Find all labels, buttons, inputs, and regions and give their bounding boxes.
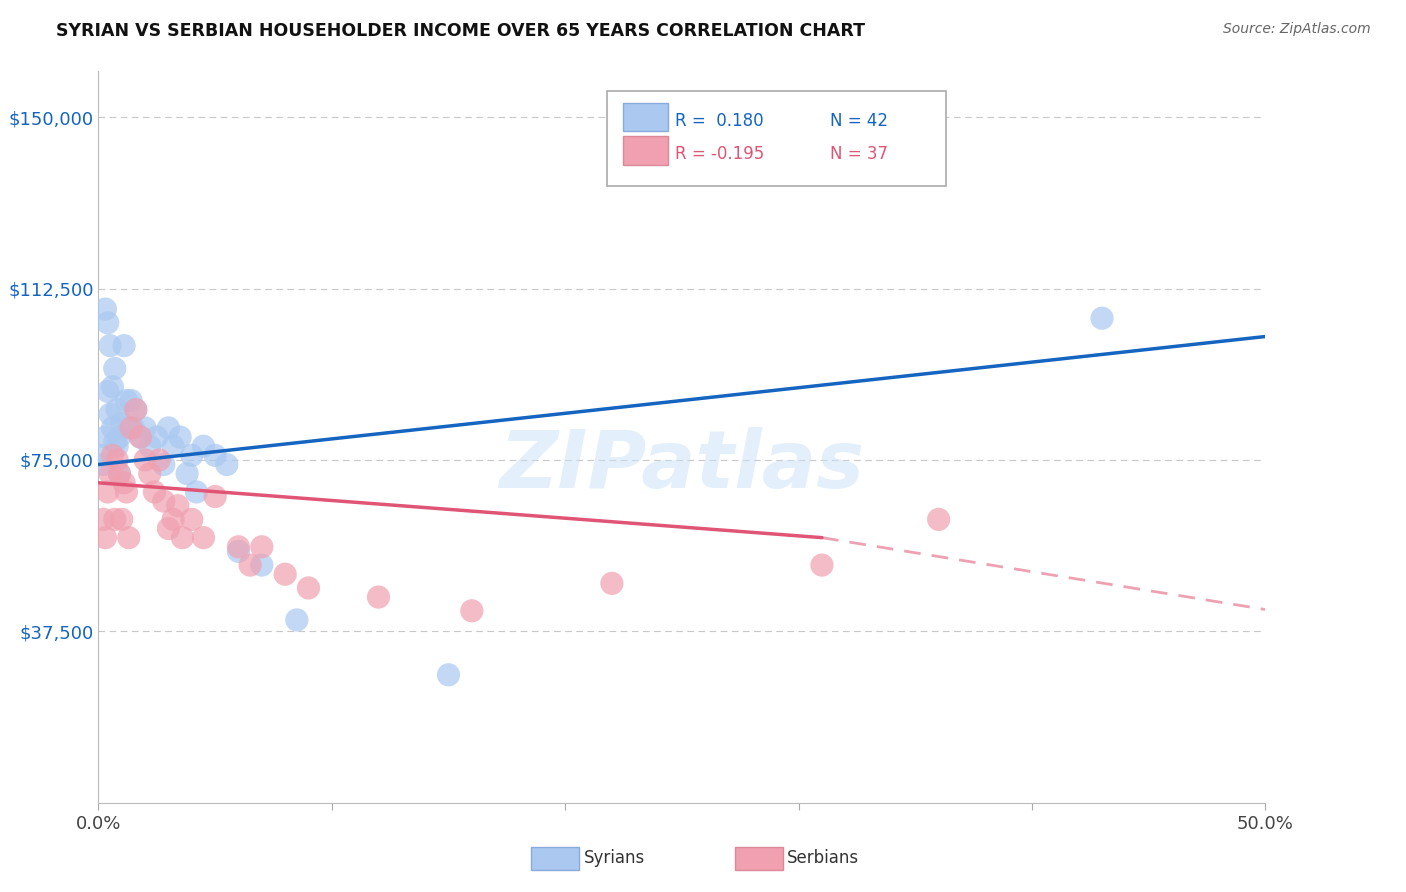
- Point: [120, 393, 142, 408]
- Point: [98, 407, 121, 421]
- Point: [297, 581, 319, 595]
- Text: Syrians: Syrians: [583, 849, 645, 867]
- Point: [94, 430, 117, 444]
- Point: [166, 499, 188, 513]
- Point: [215, 458, 238, 472]
- Point: [600, 576, 623, 591]
- Point: [152, 494, 174, 508]
- Point: [115, 393, 138, 408]
- Point: [146, 430, 169, 444]
- Point: [111, 512, 134, 526]
- Point: [125, 402, 148, 417]
- Point: [91, 458, 114, 472]
- Point: [928, 512, 950, 526]
- Point: [139, 439, 162, 453]
- Point: [101, 448, 124, 462]
- Point: [228, 544, 250, 558]
- Point: [239, 558, 262, 573]
- Text: SYRIAN VS SERBIAN HOUSEHOLDER INCOME OVER 65 YEARS CORRELATION CHART: SYRIAN VS SERBIAN HOUSEHOLDER INCOME OVE…: [56, 22, 865, 40]
- Point: [811, 558, 834, 573]
- Point: [157, 421, 180, 435]
- Text: ZIPatlas: ZIPatlas: [499, 427, 865, 506]
- Point: [180, 448, 202, 462]
- Point: [228, 540, 250, 554]
- Point: [172, 531, 194, 545]
- Point: [162, 512, 184, 526]
- Point: [91, 512, 114, 526]
- Point: [108, 467, 131, 481]
- Point: [461, 604, 484, 618]
- Point: [94, 301, 117, 317]
- Point: [152, 458, 174, 472]
- Text: Source: ZipAtlas.com: Source: ZipAtlas.com: [1223, 22, 1371, 37]
- Point: [180, 512, 202, 526]
- Text: R =  0.180: R = 0.180: [675, 112, 763, 129]
- Point: [193, 531, 215, 545]
- Point: [105, 439, 128, 453]
- Text: R = -0.195: R = -0.195: [675, 145, 763, 162]
- Point: [204, 490, 226, 504]
- Point: [118, 531, 141, 545]
- Point: [118, 421, 141, 435]
- Point: [139, 467, 162, 481]
- Point: [129, 430, 152, 444]
- Point: [97, 484, 120, 499]
- Point: [122, 421, 145, 435]
- Point: [125, 402, 148, 417]
- Point: [204, 448, 226, 462]
- Point: [120, 421, 142, 435]
- Point: [98, 338, 121, 352]
- Point: [98, 467, 121, 481]
- Point: [367, 590, 389, 604]
- Point: [129, 430, 152, 444]
- Point: [193, 439, 215, 453]
- Point: [148, 453, 170, 467]
- Point: [176, 467, 198, 481]
- Point: [186, 484, 208, 499]
- Point: [104, 361, 127, 376]
- Point: [274, 567, 297, 582]
- Text: N = 37: N = 37: [830, 145, 887, 162]
- Point: [162, 439, 184, 453]
- Point: [104, 434, 127, 449]
- Point: [169, 430, 191, 444]
- Point: [112, 338, 135, 352]
- Point: [90, 448, 112, 462]
- Point: [105, 453, 128, 467]
- Point: [105, 402, 128, 417]
- Point: [285, 613, 308, 627]
- Point: [111, 417, 134, 431]
- Point: [108, 430, 131, 444]
- Point: [112, 475, 135, 490]
- Point: [143, 484, 166, 499]
- Point: [1091, 311, 1114, 326]
- Point: [437, 667, 460, 681]
- Point: [97, 384, 120, 399]
- Point: [250, 558, 273, 573]
- Point: [134, 453, 156, 467]
- Point: [101, 380, 124, 394]
- Point: [108, 467, 131, 481]
- Text: Serbians: Serbians: [787, 849, 859, 867]
- Text: N = 42: N = 42: [830, 112, 887, 129]
- Point: [115, 484, 138, 499]
- Point: [134, 421, 156, 435]
- Point: [94, 531, 117, 545]
- Point: [157, 521, 180, 535]
- Point: [97, 316, 120, 330]
- Point: [101, 421, 124, 435]
- Point: [104, 512, 127, 526]
- Point: [250, 540, 273, 554]
